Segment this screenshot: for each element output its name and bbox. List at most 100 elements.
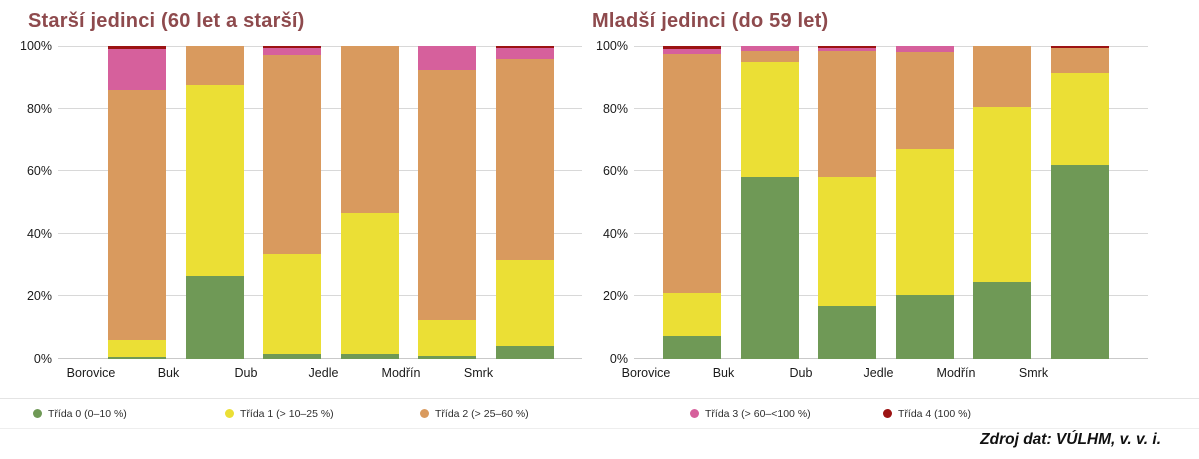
- y-axis-tick-label: 80%: [602, 101, 628, 116]
- bar-segment: [495, 260, 554, 347]
- class3-color-dot-icon: [690, 409, 699, 418]
- bar-borovice: [663, 46, 721, 359]
- bar-segment: [973, 46, 1031, 108]
- y-axis-tick-label: 40%: [602, 226, 628, 241]
- gridline: [634, 170, 1148, 172]
- x-axis-category-label: Dub: [234, 366, 258, 380]
- bar-dub: [818, 46, 876, 359]
- x-axis-category-label: Dub: [789, 366, 813, 380]
- legend-item-label: Třída 1 (> 10–25 %): [240, 407, 334, 420]
- legend-item-class0: Třída 0 (0–10 %): [33, 408, 127, 420]
- y-axis: 100% 80% 60% 40% 20% 0%: [12, 39, 58, 366]
- bar-segment: [818, 177, 876, 306]
- y-axis-tick-label: 20%: [602, 289, 628, 304]
- legend-item-class1: Třída 1 (> 10–25 %): [225, 408, 334, 420]
- bar-segment: [663, 335, 721, 359]
- gridline: [634, 46, 1148, 47]
- gridline: [634, 295, 1148, 297]
- legend-item-label: Třída 4 (100 %): [898, 407, 971, 420]
- bar-dub: [263, 46, 321, 359]
- bar-segment: [740, 46, 799, 51]
- legend-item-label: Třída 0 (0–10 %): [48, 407, 127, 420]
- chart-body: 100% 80% 60% 40% 20% 0%: [12, 39, 582, 366]
- class1-color-dot-icon: [225, 409, 234, 418]
- y-axis-tick-label: 0%: [609, 352, 628, 366]
- bar-segment: [818, 50, 876, 178]
- gridline: [634, 232, 1148, 234]
- bar-segment: [1050, 46, 1109, 48]
- legend-item-class3: Třída 3 (> 60–<100 %): [690, 408, 811, 420]
- bar-segment: [740, 177, 799, 359]
- gridline: [634, 358, 1148, 359]
- bar-segment: [895, 46, 954, 53]
- y-axis-tick-label: 60%: [26, 164, 52, 179]
- bar-segment: [108, 46, 166, 50]
- legend-item-label: Třída 3 (> 60–<100 %): [705, 407, 811, 420]
- bar-segment: [495, 346, 554, 359]
- x-axis-category-label: Smrk: [1018, 366, 1049, 380]
- x-axis-category-label: Modřín: [381, 366, 421, 380]
- bar-segment: [1050, 72, 1109, 165]
- bar-segment: [495, 58, 554, 261]
- bar-segment: [418, 319, 476, 356]
- x-axis-category-label: Jedle: [308, 366, 339, 380]
- bar-segment: [495, 46, 554, 48]
- x-axis-labels: Borovice Buk Dub Jedle Modřín Smrk: [12, 366, 582, 380]
- bar-segment: [108, 89, 166, 341]
- chart-title: Mladší jedinci (do 59 let): [592, 10, 829, 32]
- y-axis: 100% 80% 60% 40% 20% 0%: [588, 39, 634, 366]
- bar-buk: [185, 46, 244, 359]
- bar-segment: [495, 47, 554, 59]
- chart-title: Starší jedinci (60 let a starší): [28, 10, 305, 32]
- bar-segment: [973, 282, 1031, 359]
- bar-jedle: [895, 46, 954, 359]
- bar-segment: [108, 357, 166, 359]
- bar-jedle: [340, 46, 399, 359]
- class4-color-dot-icon: [883, 409, 892, 418]
- bar-segment: [818, 305, 876, 359]
- x-axis-category-label: Smrk: [463, 366, 494, 380]
- y-axis-tick-label: 40%: [26, 226, 52, 241]
- x-axis-category-label: Buk: [157, 366, 180, 380]
- gridline: [634, 107, 1148, 109]
- bar-segment: [663, 46, 721, 50]
- bar-segment: [418, 69, 476, 320]
- plot-area: [58, 46, 582, 359]
- bar-segment: [340, 354, 399, 359]
- class0-color-dot-icon: [33, 409, 42, 418]
- y-axis-tick-label: 20%: [26, 289, 52, 304]
- legend-item-class4: Třída 4 (100 %): [883, 408, 971, 420]
- bar-buk: [740, 46, 799, 359]
- bar-segment: [340, 213, 399, 355]
- x-axis-category-label: Modřín: [936, 366, 976, 380]
- bar-modřín: [973, 46, 1031, 359]
- bar-segment: [895, 52, 954, 150]
- bar-segment: [895, 149, 954, 295]
- bar-smrk: [1050, 46, 1109, 359]
- bar-segment: [1050, 164, 1109, 359]
- legend-strip: Třída 0 (0–10 %) Třída 1 (> 10–25 %) Tří…: [0, 398, 1199, 429]
- y-axis-tick-label: 100%: [20, 39, 52, 53]
- x-axis-category-label: Jedle: [863, 366, 894, 380]
- bar-segment: [263, 354, 321, 359]
- legend-item-label: Třída 2 (> 25–60 %): [435, 407, 529, 420]
- x-axis-labels: Borovice Buk Dub Jedle Modřín Smrk: [588, 366, 1148, 380]
- bar-segment: [263, 46, 321, 48]
- bar-modřín: [418, 46, 476, 359]
- plot-area: [634, 46, 1148, 359]
- bar-segment: [818, 46, 876, 48]
- bar-segment: [108, 340, 166, 358]
- x-axis-category-label: Borovice: [621, 366, 671, 380]
- bar-segment: [263, 254, 321, 355]
- bar-segment: [185, 276, 244, 359]
- y-axis-tick-label: 0%: [33, 352, 52, 366]
- bar-segment: [418, 355, 476, 359]
- bar-segment: [263, 55, 321, 255]
- bar-segment: [185, 46, 244, 86]
- bar-segment: [973, 107, 1031, 283]
- bar-segment: [740, 50, 799, 62]
- bar-segment: [818, 47, 876, 51]
- bar-segment: [418, 46, 476, 70]
- bar-segment: [663, 53, 721, 294]
